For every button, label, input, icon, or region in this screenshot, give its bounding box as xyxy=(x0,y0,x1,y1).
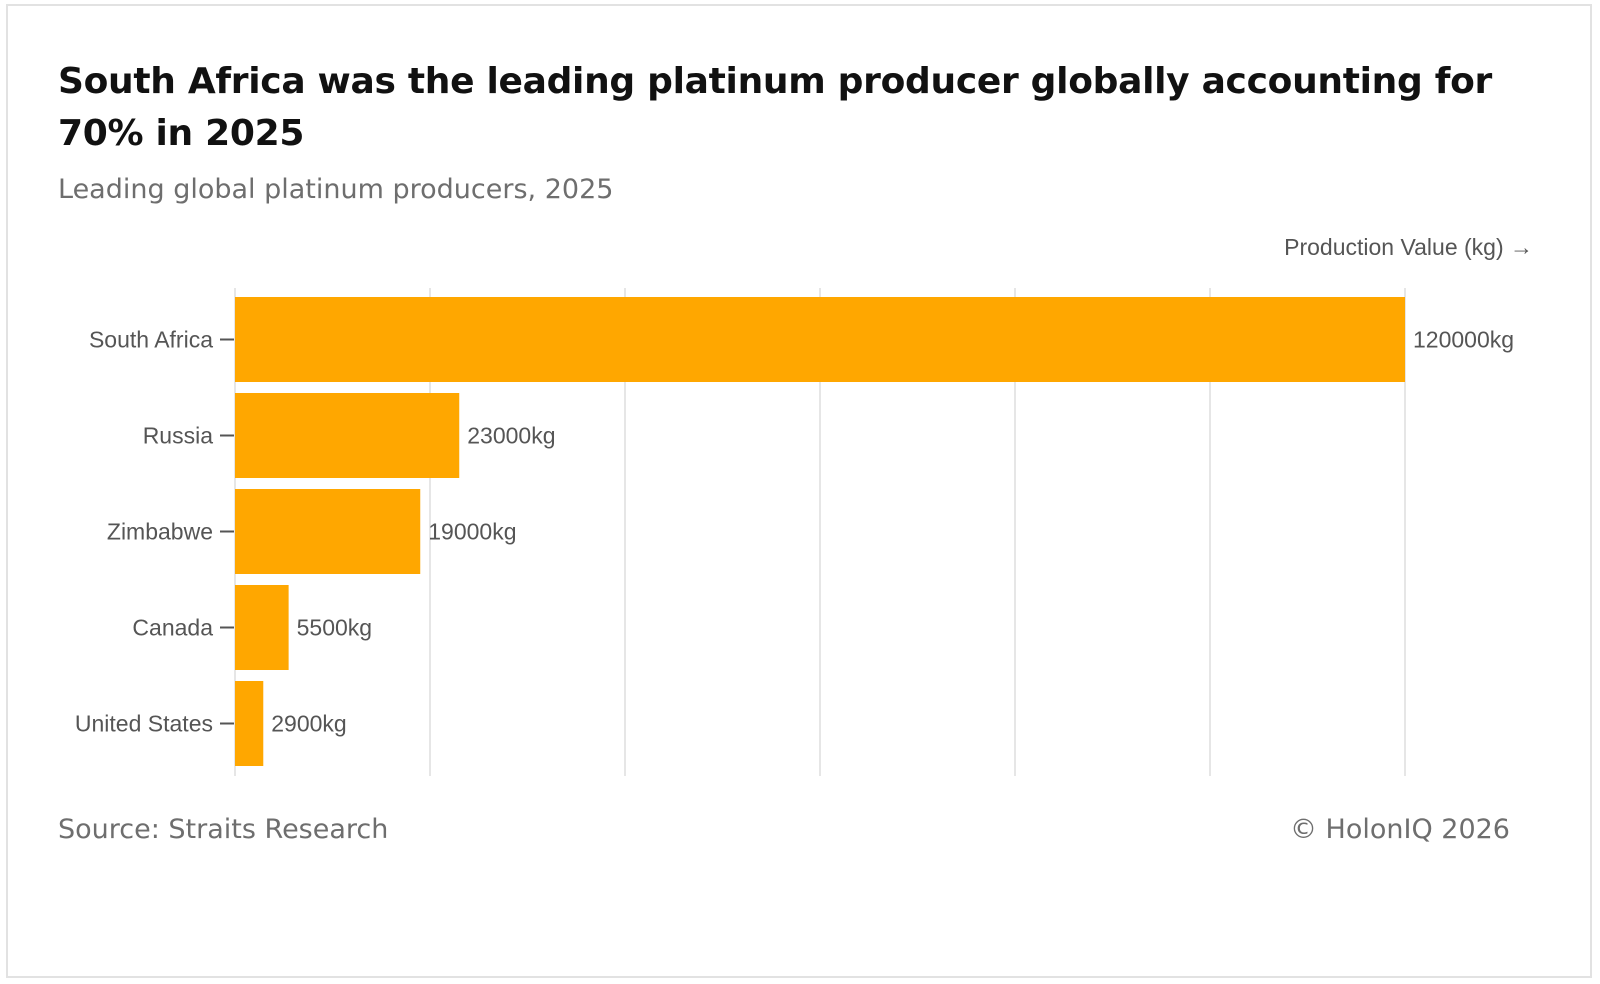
data-label: 120000kg xyxy=(1413,327,1514,353)
y-tick-label: Russia xyxy=(143,423,214,449)
y-tick-label: Zimbabwe xyxy=(107,519,213,545)
bars xyxy=(235,297,1405,766)
source-note: Source: Straits Research xyxy=(58,814,389,845)
chart-title: South Africa was the leading platinum pr… xyxy=(58,61,1492,154)
data-labels: 120000kg 23000kg 19000kg 5500kg 2900kg xyxy=(271,327,1514,737)
x-axis-title: Production Value (kg) → xyxy=(1284,234,1533,260)
y-tick-label: South Africa xyxy=(89,327,213,353)
data-label: 23000kg xyxy=(467,423,555,449)
category-labels: South Africa Russia Zimbabwe Canada United S… xyxy=(75,327,234,737)
chart-subtitle: Leading global platinum producers, 2025 xyxy=(58,174,614,205)
bar-united-states xyxy=(235,681,264,766)
data-label: 5500kg xyxy=(297,615,372,641)
bar-zimbabwe xyxy=(235,489,421,574)
bar-canada xyxy=(235,585,289,670)
bar-south-africa xyxy=(235,297,1405,382)
y-tick-label: Canada xyxy=(132,615,213,641)
data-label: 19000kg xyxy=(428,519,516,545)
bar-russia xyxy=(235,393,460,478)
copyright-note: © HolonIQ 2026 xyxy=(1289,814,1510,845)
data-label: 2900kg xyxy=(271,711,346,737)
y-tick-label: United States xyxy=(75,711,213,737)
